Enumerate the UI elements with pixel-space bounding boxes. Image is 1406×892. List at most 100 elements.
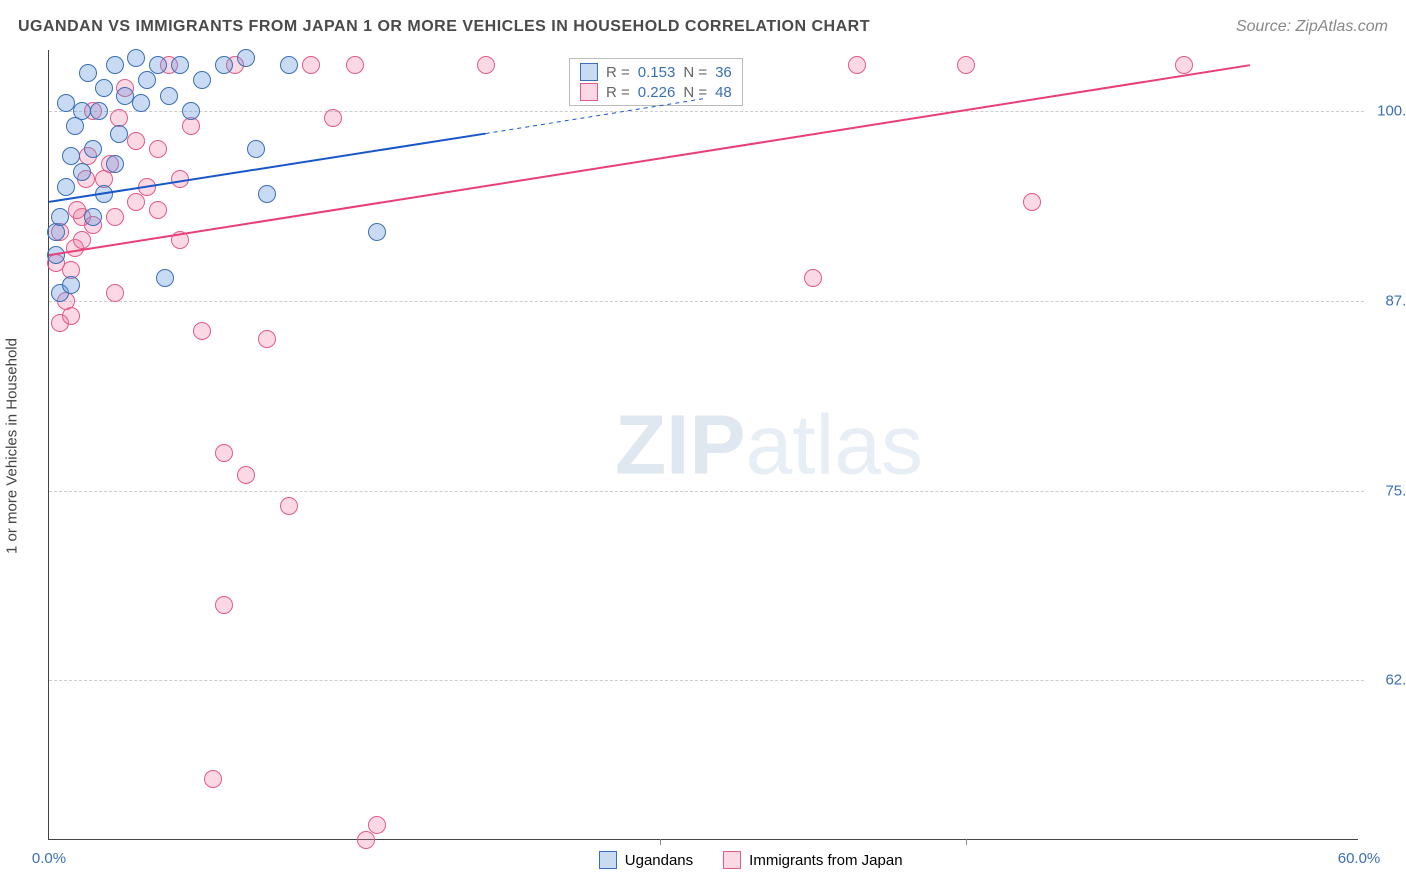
r-label: R =	[606, 64, 630, 81]
r-label: R =	[606, 84, 630, 101]
series-legend: Ugandans Immigrants from Japan	[599, 851, 903, 869]
correlation-legend: R = 0.153 N = 36 R = 0.226 N = 48	[569, 58, 743, 106]
y-tick-label: 75.0%	[1368, 482, 1406, 499]
n-value-a: 36	[715, 64, 732, 81]
swatch-series-a	[599, 851, 617, 869]
header: UGANDAN VS IMMIGRANTS FROM JAPAN 1 OR MO…	[18, 18, 1388, 36]
scatter-point	[110, 125, 128, 143]
scatter-point	[47, 246, 65, 264]
scatter-point	[84, 208, 102, 226]
scatter-point	[215, 56, 233, 74]
scatter-point	[160, 87, 178, 105]
scatter-point	[73, 102, 91, 120]
watermark-zip: ZIP	[615, 397, 746, 491]
scatter-point	[193, 71, 211, 89]
series-b-label: Immigrants from Japan	[749, 852, 902, 869]
scatter-point	[324, 109, 342, 127]
y-axis-title: 1 or more Vehicles in Household	[4, 338, 21, 554]
scatter-point	[132, 94, 150, 112]
series-a-label: Ugandans	[625, 852, 693, 869]
y-tick-label: 100.0%	[1368, 102, 1406, 119]
scatter-point	[57, 178, 75, 196]
scatter-point	[90, 102, 108, 120]
scatter-point	[957, 56, 975, 74]
scatter-point	[368, 223, 386, 241]
scatter-point	[280, 497, 298, 515]
y-tick-label: 62.5%	[1368, 672, 1406, 689]
scatter-point	[95, 185, 113, 203]
scatter-point	[215, 444, 233, 462]
legend-series-b: Immigrants from Japan	[723, 851, 902, 869]
scatter-point	[280, 56, 298, 74]
scatter-point	[346, 56, 364, 74]
swatch-series-b	[580, 83, 598, 101]
legend-row-a: R = 0.153 N = 36	[580, 63, 732, 81]
r-value-b: 0.226	[638, 84, 676, 101]
scatter-point	[127, 49, 145, 67]
watermark: ZIPatlas	[615, 396, 923, 493]
scatter-point	[51, 208, 69, 226]
scatter-point	[106, 155, 124, 173]
plot-area: ZIPatlas R = 0.153 N = 36 R = 0.226 N = …	[48, 50, 1358, 840]
scatter-point	[149, 56, 167, 74]
swatch-series-a	[580, 63, 598, 81]
n-label: N =	[683, 84, 707, 101]
scatter-point	[357, 831, 375, 849]
watermark-atlas: atlas	[746, 397, 923, 491]
scatter-point	[106, 284, 124, 302]
x-tick	[660, 839, 661, 845]
scatter-point	[237, 466, 255, 484]
n-value-b: 48	[715, 84, 732, 101]
x-tick-label: 0.0%	[32, 850, 66, 867]
scatter-point	[73, 231, 91, 249]
scatter-point	[84, 140, 102, 158]
x-tick	[966, 839, 967, 845]
scatter-point	[477, 56, 495, 74]
scatter-point	[106, 56, 124, 74]
source-label: Source: ZipAtlas.com	[1236, 18, 1388, 36]
scatter-point	[106, 208, 124, 226]
scatter-point	[302, 56, 320, 74]
scatter-point	[156, 269, 174, 287]
scatter-point	[1175, 56, 1193, 74]
scatter-point	[149, 201, 167, 219]
scatter-point	[171, 170, 189, 188]
scatter-point	[47, 223, 65, 241]
chart-title: UGANDAN VS IMMIGRANTS FROM JAPAN 1 OR MO…	[18, 18, 870, 36]
x-tick-label: 60.0%	[1338, 850, 1381, 867]
scatter-point	[79, 64, 97, 82]
scatter-point	[127, 193, 145, 211]
scatter-point	[258, 330, 276, 348]
scatter-point	[138, 71, 156, 89]
scatter-point	[171, 56, 189, 74]
scatter-point	[1023, 193, 1041, 211]
scatter-point	[804, 269, 822, 287]
gridline	[49, 680, 1364, 681]
scatter-point	[258, 185, 276, 203]
scatter-point	[848, 56, 866, 74]
trend-overlay	[49, 50, 1359, 840]
scatter-point	[95, 79, 113, 97]
gridline	[49, 491, 1364, 492]
scatter-point	[215, 596, 233, 614]
scatter-point	[73, 163, 91, 181]
scatter-point	[182, 102, 200, 120]
scatter-point	[193, 322, 211, 340]
gridline	[49, 111, 1364, 112]
scatter-point	[149, 140, 167, 158]
scatter-point	[138, 178, 156, 196]
y-tick-label: 87.5%	[1368, 292, 1406, 309]
gridline	[49, 301, 1364, 302]
scatter-point	[127, 132, 145, 150]
legend-row-b: R = 0.226 N = 48	[580, 83, 732, 101]
scatter-point	[204, 770, 222, 788]
scatter-point	[237, 49, 255, 67]
r-value-a: 0.153	[638, 64, 676, 81]
scatter-point	[57, 94, 75, 112]
legend-series-a: Ugandans	[599, 851, 693, 869]
scatter-point	[247, 140, 265, 158]
scatter-point	[171, 231, 189, 249]
scatter-point	[62, 276, 80, 294]
swatch-series-b	[723, 851, 741, 869]
scatter-point	[368, 816, 386, 834]
